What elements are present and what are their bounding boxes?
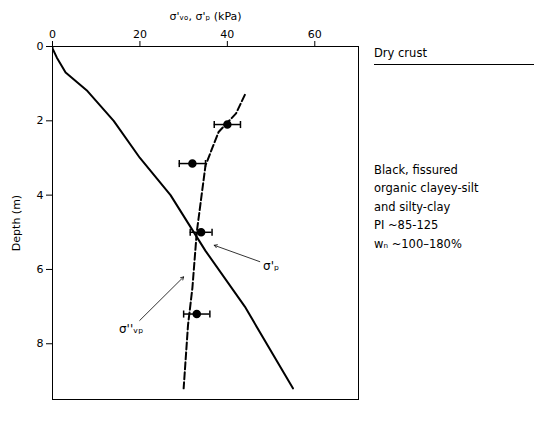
svg-text:20: 20	[133, 28, 147, 41]
html-text:Dry crust: Dry crust	[374, 46, 427, 60]
svg-text:8: 8	[37, 337, 44, 350]
svg-text:40: 40	[220, 28, 234, 41]
svg-text:4: 4	[37, 189, 44, 202]
svg-text:6: 6	[37, 263, 44, 276]
svg-text:0: 0	[49, 28, 56, 41]
svg-text:σ''ᵥₚ: σ''ᵥₚ	[119, 322, 143, 336]
svg-text:σ'ᵥₒ, σ'ₚ (kPa): σ'ᵥₒ, σ'ₚ (kPa)	[169, 10, 241, 23]
html-text:and silty-clay: and silty-clay	[374, 199, 451, 214]
svg-text:2: 2	[37, 114, 44, 127]
html-text:wₙ ~100–180%: wₙ ~100–180%	[374, 236, 462, 251]
svg-text:Depth (m): Depth (m)	[10, 195, 23, 251]
svg-text:60: 60	[308, 28, 322, 41]
html-text:organic clayey-silt: organic clayey-silt	[374, 181, 479, 196]
svg-text:σ'ₚ: σ'ₚ	[263, 259, 279, 273]
html-text:PI ~85-125: PI ~85-125	[374, 218, 439, 233]
html-text:Black, fissured: Black, fissured	[374, 163, 458, 177]
svg-text:0: 0	[37, 40, 44, 53]
